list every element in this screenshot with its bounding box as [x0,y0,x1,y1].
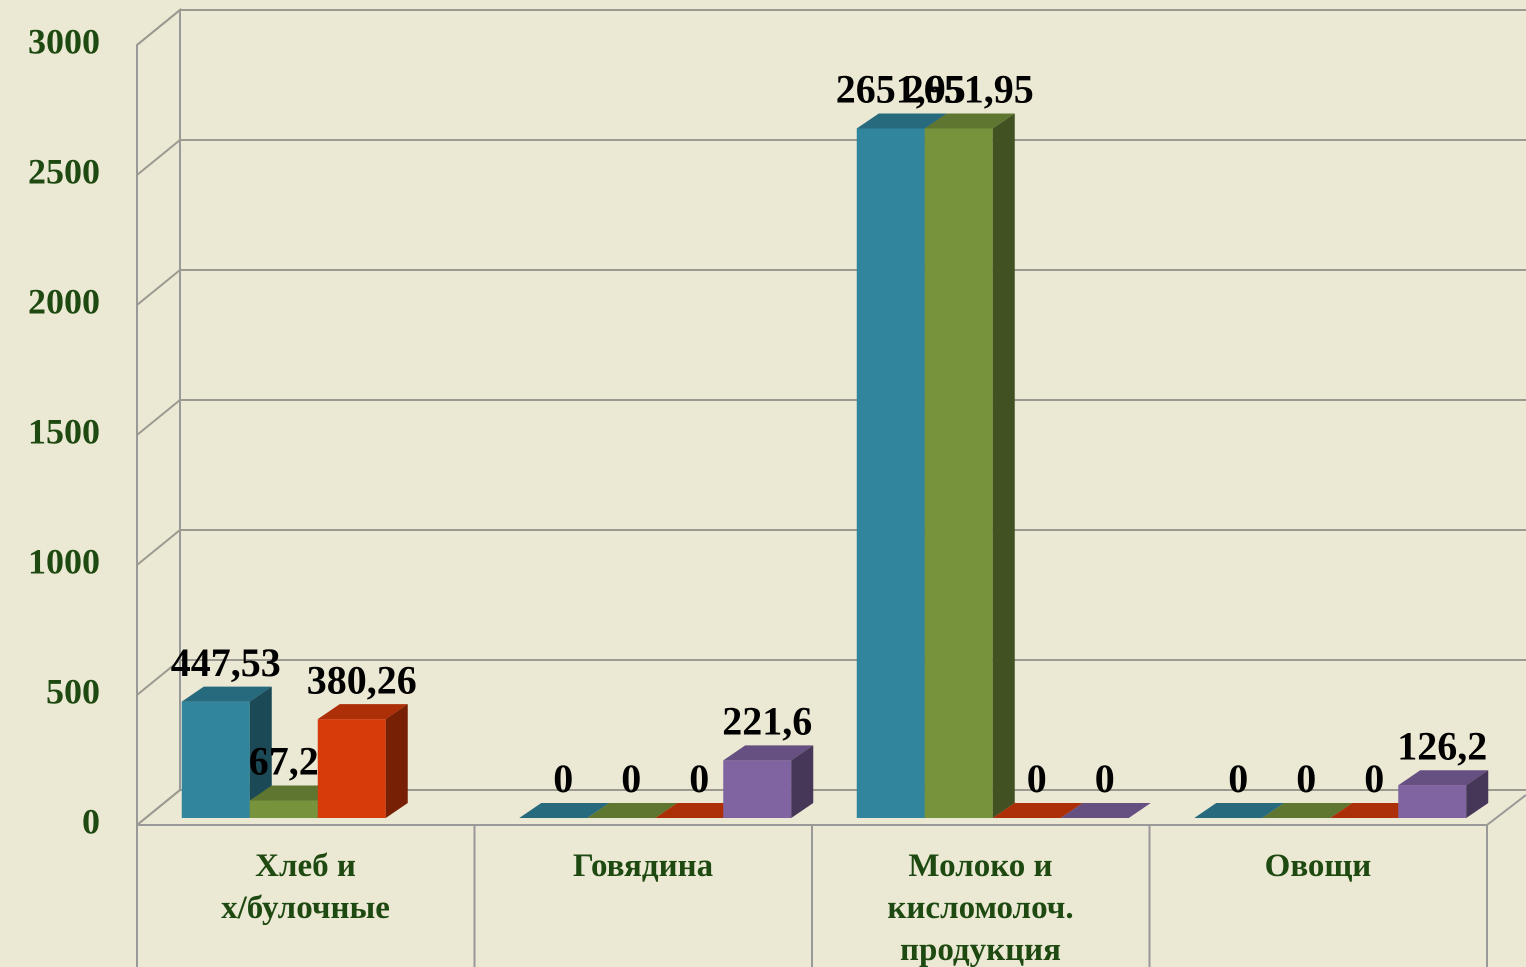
x-tick-label: Овощи [1264,848,1372,884]
bar [924,113,1015,819]
bar-side [1466,770,1489,818]
bar-top [992,803,1083,818]
bar-side [385,704,408,818]
bar [992,803,1083,818]
bar-side [249,686,272,818]
bar [181,686,272,818]
bar-top [1194,803,1285,818]
bar-front [249,800,318,818]
bar-front [924,128,993,819]
bar [723,745,814,818]
grid-line [136,399,1526,436]
data-label: 0 [1364,756,1384,801]
bar [655,803,746,818]
data-label: 0 [1027,756,1047,801]
x-tick-label: Говядина [572,848,714,884]
data-label: 2651,95 [904,67,1034,112]
bar-top [519,803,610,818]
bar-side [791,745,814,818]
y-tick-label: 1000 [28,541,100,581]
bar [317,704,408,818]
data-label: 0 [553,756,573,801]
data-label: 2651,95 [836,67,966,112]
x-tick-label: Хлеб и х/булочные [221,848,390,926]
x-tick-label: Молоко и кисломолоч. продукция [887,848,1074,967]
bar-top [587,803,678,818]
grid-line [136,789,1526,826]
bar-front [856,128,925,819]
data-label: 380,26 [307,657,417,702]
bar [1398,770,1489,818]
bar-front [181,701,250,818]
data-label: 0 [1095,756,1115,801]
data-label: 0 [1228,756,1248,801]
data-label: 126,2 [1397,723,1487,768]
y-tick-label: 1500 [28,411,100,451]
bar-side [992,113,1015,819]
grid-line [136,139,1526,176]
y-tick-label: 2000 [28,281,100,321]
bar-front [723,760,792,818]
bar-top [924,113,1015,129]
bar [587,803,678,818]
grid-line [136,269,1526,306]
data-label: 0 [689,756,709,801]
bar-top [1398,770,1489,786]
data-label: 447,53 [171,640,281,685]
bar [1194,803,1285,818]
bar-top [181,686,272,702]
bar-top [856,113,947,129]
bar-top [317,704,408,720]
data-label: 221,6 [722,699,812,744]
y-tick-label: 2500 [28,151,100,191]
bar [1330,803,1421,818]
bar [1262,803,1353,818]
bar-top [1262,803,1353,818]
bar-front [317,719,386,818]
y-tick-label: 3000 [28,21,100,61]
y-tick-label: 500 [46,671,100,711]
y-tick-label: 0 [82,801,100,841]
bar-top [1060,803,1151,818]
bar-top [249,785,340,801]
data-label: 0 [1296,756,1316,801]
grid-line [136,659,1526,696]
bar-top [655,803,746,818]
bar-top [723,745,814,761]
bar-front [1398,785,1467,818]
data-label: 0 [621,756,641,801]
grid-line [136,9,1526,46]
bar-top [1330,803,1421,818]
grid-line [136,529,1526,566]
bar [1060,803,1151,818]
bar [519,803,610,818]
